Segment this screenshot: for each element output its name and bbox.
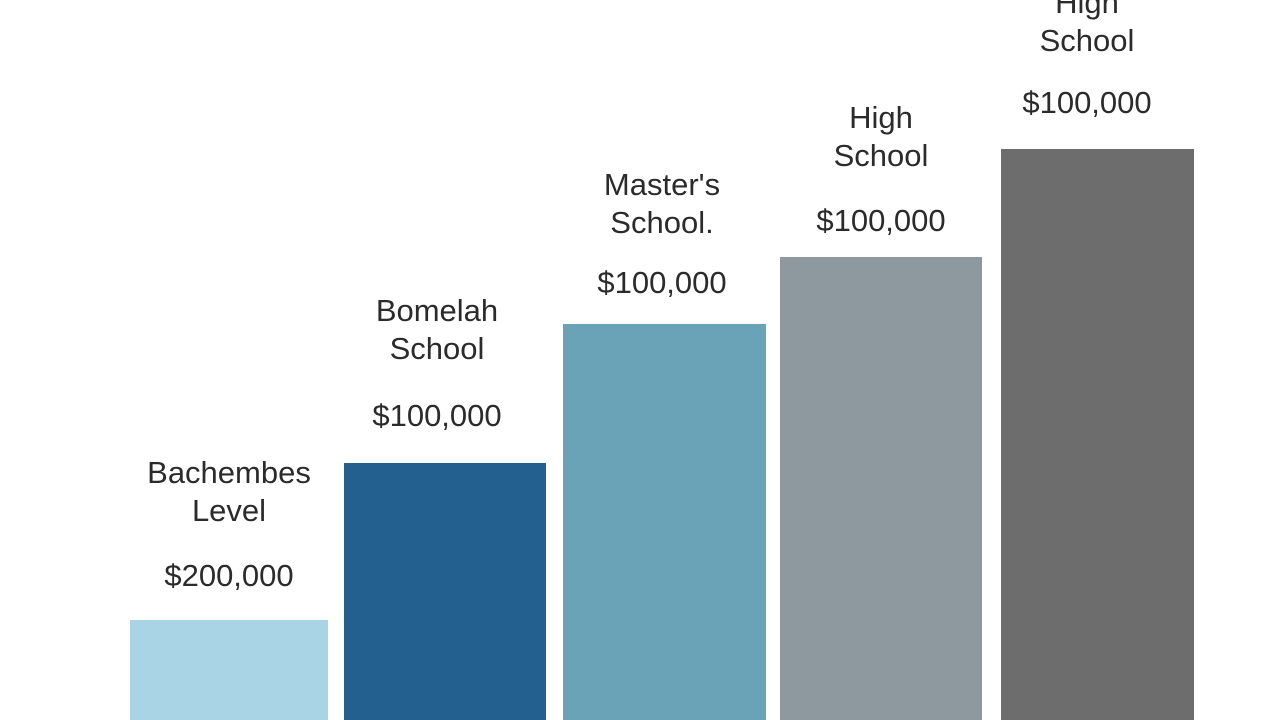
bar-category-label: High School (833, 100, 929, 173)
bar-category-label: Master's School. (603, 167, 721, 240)
bar-value-label: $100,000 (816, 203, 946, 238)
bar-category-label: Bachembes Level (147, 455, 311, 528)
bar-value-label: $100,000 (1022, 85, 1152, 120)
bar-category-label: Bomelah School (375, 293, 499, 366)
bar-value-label: $100,000 (597, 265, 727, 300)
bar-masters-school (563, 324, 766, 720)
bar-bomelah-school (344, 463, 546, 720)
bar-bachembes-level (130, 620, 328, 720)
bar-value-label: $100,000 (372, 398, 502, 433)
bar-high-school-1 (780, 257, 982, 720)
bar-high-school-2 (1001, 149, 1194, 720)
bar-category-label: High School (1039, 0, 1135, 58)
bar-value-label: $200,000 (164, 558, 294, 593)
